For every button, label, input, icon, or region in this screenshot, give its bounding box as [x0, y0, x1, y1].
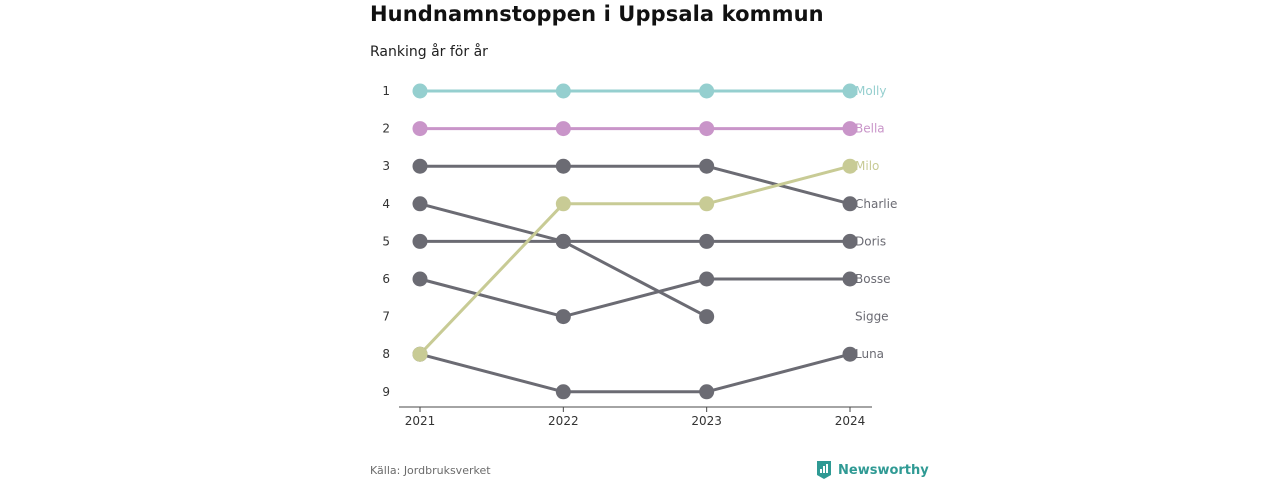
series-line-sigge — [419, 202, 708, 318]
data-point-doris — [842, 233, 858, 249]
data-point-charlie — [842, 196, 858, 212]
data-point-bella — [555, 121, 571, 137]
chart-subtitle: Ranking år för år — [370, 44, 488, 60]
data-point-charlie — [699, 158, 715, 174]
y-tick-label: 7 — [382, 310, 390, 324]
data-point-molly — [842, 83, 858, 99]
data-point-milo — [555, 196, 571, 212]
data-point-charlie — [412, 158, 428, 174]
y-tick-label: 4 — [382, 197, 390, 211]
data-point-sigge — [412, 196, 428, 212]
y-tick-label: 2 — [382, 122, 390, 136]
y-tick-label: 9 — [382, 385, 390, 399]
brand: Newsworthy — [816, 460, 929, 480]
x-tick-label: 2023 — [691, 414, 722, 428]
end-label-bosse: Bosse — [855, 272, 890, 286]
series-line-bosse — [419, 277, 850, 319]
end-label-charlie: Charlie — [855, 197, 897, 211]
y-tick-label: 5 — [382, 234, 390, 248]
end-label-doris: Doris — [855, 234, 886, 248]
data-point-bella — [699, 121, 715, 137]
source-note: Källa: Jordbruksverket — [370, 464, 491, 477]
x-tick-label: 2022 — [548, 414, 579, 428]
data-point-sigge — [699, 309, 715, 325]
end-label-bella: Bella — [855, 122, 885, 136]
y-tick-label: 3 — [382, 159, 390, 173]
end-label-milo: Milo — [855, 159, 879, 173]
end-label-molly: Molly — [855, 84, 886, 98]
series-line-charlie — [420, 164, 851, 206]
data-point-doris — [412, 233, 428, 249]
data-point-doris — [699, 233, 715, 249]
data-point-bosse — [842, 271, 858, 287]
data-point-molly — [412, 83, 428, 99]
end-label-luna: Luna — [855, 347, 884, 361]
data-point-bella — [842, 121, 858, 137]
data-point-charlie — [555, 158, 571, 174]
y-tick-label: 1 — [382, 84, 390, 98]
x-tick-label: 2024 — [835, 414, 866, 428]
data-point-molly — [699, 83, 715, 99]
x-tick-label: 2021 — [405, 414, 436, 428]
y-tick-label: 8 — [382, 347, 390, 361]
series-line-milo — [418, 164, 851, 356]
data-point-milo — [842, 158, 858, 174]
newsworthy-logo-icon — [817, 461, 831, 479]
data-point-sigge — [555, 233, 571, 249]
data-point-luna — [699, 384, 715, 400]
data-point-luna — [555, 384, 571, 400]
data-point-luna — [842, 346, 858, 362]
data-point-bosse — [699, 271, 715, 287]
data-point-milo — [699, 196, 715, 212]
series-line-luna — [419, 352, 851, 394]
end-label-sigge: Sigge — [855, 310, 889, 324]
data-point-milo — [412, 346, 428, 362]
brand-name: Newsworthy — [838, 462, 929, 478]
data-point-bosse — [412, 271, 428, 287]
data-point-bella — [412, 121, 428, 137]
y-tick-label: 6 — [382, 272, 390, 286]
chart-title: Hundnamnstoppen i Uppsala kommun — [370, 2, 824, 26]
data-point-bosse — [555, 309, 571, 325]
data-point-molly — [555, 83, 571, 99]
